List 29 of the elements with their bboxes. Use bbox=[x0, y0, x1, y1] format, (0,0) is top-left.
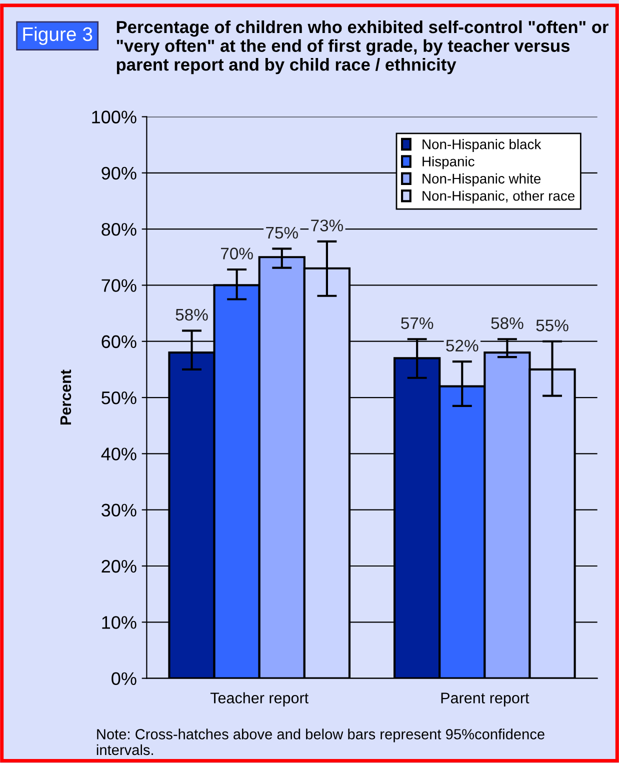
y-tick-label: 90% bbox=[102, 166, 136, 180]
y-tick-label: 20% bbox=[102, 560, 136, 573]
data-label: 58% bbox=[176, 308, 208, 321]
data-label: 52% bbox=[446, 340, 478, 352]
data-label: 57% bbox=[401, 317, 434, 330]
y-tick-label: 60% bbox=[102, 335, 136, 348]
y-tick-label: 40% bbox=[101, 448, 136, 460]
data-label: 70% bbox=[221, 248, 253, 260]
legend-label: Non-Hispanic white bbox=[422, 173, 541, 186]
y-tick-label: 100% bbox=[92, 110, 136, 124]
data-label: 75% bbox=[266, 226, 298, 239]
y-tick-label: 30% bbox=[102, 504, 136, 517]
y-tick-label: 70% bbox=[102, 279, 136, 292]
x-tick-label: Parent report bbox=[441, 692, 530, 706]
text: Note: Cross-hatches above and below bars represent 95%confidence intervals. bbox=[96, 728, 544, 756]
y-tick-label: 50% bbox=[102, 391, 136, 404]
data-label: 58% bbox=[491, 317, 524, 330]
x-tick-label: Teacher report bbox=[210, 692, 309, 706]
y-tick-label: 80% bbox=[102, 222, 136, 236]
chart-title: Percentage of children who exhibited self-control "often" or "very often" at the end of first grade, by teacher versus parent report and by child race / ethnicity bbox=[116, 20, 608, 74]
data-label: 55% bbox=[536, 320, 568, 332]
caption: Figure 3 bbox=[23, 26, 92, 45]
y-axis-title: Percent bbox=[60, 370, 72, 425]
y-tick-label: 10% bbox=[102, 616, 136, 629]
data-label: 73% bbox=[311, 220, 344, 232]
y-tick-label: 0% bbox=[112, 672, 136, 686]
legend-label: Hispanic bbox=[422, 156, 474, 170]
legend-label: Non-Hispanic black bbox=[422, 139, 542, 152]
legend-label: Non-Hispanic, other race bbox=[422, 190, 575, 204]
